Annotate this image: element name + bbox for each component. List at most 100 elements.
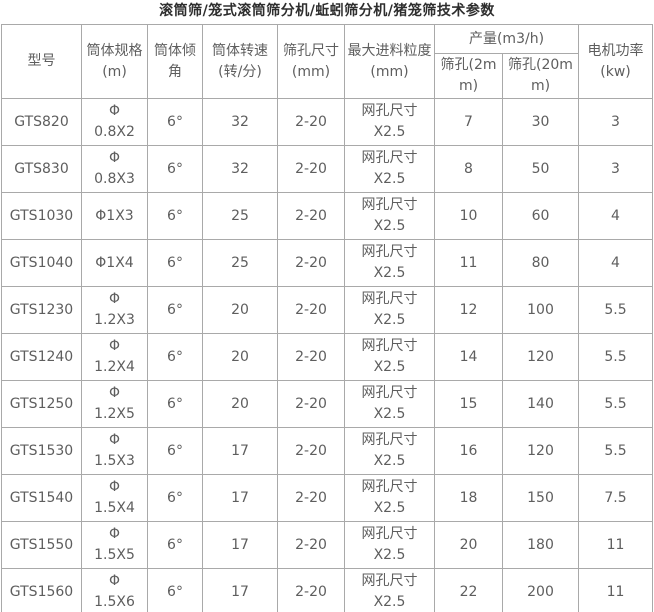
cell-speed: 17 xyxy=(202,474,278,522)
cell-speed: 32 xyxy=(202,145,278,193)
cell-feed: 网孔尺寸 X2.5 xyxy=(344,239,435,287)
cell-spec: Φ 0.8X3 xyxy=(81,145,148,193)
cell-incline: 6° xyxy=(147,333,203,381)
col-header-hole: 筛孔尺寸(mm) xyxy=(277,24,345,99)
col-header-feed: 最大进料粒度(mm) xyxy=(344,24,435,99)
cell-model: GTS830 xyxy=(1,145,82,193)
cell-feed: 网孔尺寸 X2.5 xyxy=(344,333,435,381)
cell-power: 5.5 xyxy=(578,380,653,428)
header-row-1: 型号 筒体规格(m) 筒体倾角 筒体转速(转/分) 筛孔尺寸(mm) 最大进料粒… xyxy=(1,24,653,99)
cell-hole: 2-20 xyxy=(277,239,345,287)
cell-out20: 150 xyxy=(502,474,579,522)
cell-power: 4 xyxy=(578,239,653,287)
col-header-power: 电机功率(kw) xyxy=(578,24,653,99)
cell-feed: 网孔尺寸 X2.5 xyxy=(344,98,435,146)
cell-incline: 6° xyxy=(147,239,203,287)
cell-speed: 20 xyxy=(202,380,278,428)
cell-incline: 6° xyxy=(147,474,203,522)
table-row: GTS1540 Φ 1.5X4 6° 17 2-20 网孔尺寸 X2.5 18 150 7.5 xyxy=(1,474,653,522)
table-row: GTS1250 Φ 1.2X5 6° 20 2-20 网孔尺寸 X2.5 15 140 5.5 xyxy=(1,380,653,428)
cell-model: GTS1230 xyxy=(1,286,82,334)
table-row: GTS1560 Φ 1.5X6 6° 17 2-20 网孔尺寸 X2.5 22 200 11 xyxy=(1,568,653,612)
header-row-2: 筛孔(2mm) 筛孔(20mm) xyxy=(2,53,653,99)
cell-spec: Φ 1.2X5 xyxy=(81,380,148,428)
cell-hole: 2-20 xyxy=(277,145,345,193)
spec-table: 型号 筒体规格(m) 筒体倾角 筒体转速(转/分) 筛孔尺寸(mm) 最大进料粒… xyxy=(1,24,653,612)
cell-speed: 20 xyxy=(202,333,278,381)
cell-model: GTS1540 xyxy=(1,474,82,522)
cell-out2: 14 xyxy=(434,333,503,381)
cell-out20: 120 xyxy=(502,333,579,381)
cell-feed: 网孔尺寸 X2.5 xyxy=(344,145,435,193)
cell-out20: 50 xyxy=(502,145,579,193)
cell-spec: Φ 1.5X4 xyxy=(81,474,148,522)
table-row: GTS1550 Φ 1.5X5 6° 17 2-20 网孔尺寸 X2.5 20 180 11 xyxy=(1,521,653,569)
cell-speed: 25 xyxy=(202,239,278,287)
table-header: 型号 筒体规格(m) 筒体倾角 筒体转速(转/分) 筛孔尺寸(mm) 最大进料粒… xyxy=(1,24,653,99)
cell-spec: Φ 0.8X2 xyxy=(81,98,148,146)
col-header-speed: 筒体转速(转/分) xyxy=(202,24,278,99)
cell-out20: 200 xyxy=(502,568,579,612)
cell-spec: Φ 1.2X3 xyxy=(81,286,148,334)
cell-feed: 网孔尺寸 X2.5 xyxy=(344,474,435,522)
cell-hole: 2-20 xyxy=(277,521,345,569)
cell-out2: 12 xyxy=(434,286,503,334)
cell-speed: 17 xyxy=(202,521,278,569)
cell-incline: 6° xyxy=(147,192,203,240)
cell-power: 5.5 xyxy=(578,427,653,475)
cell-spec: Φ 1.2X4 xyxy=(81,333,148,381)
cell-power: 11 xyxy=(578,521,653,569)
cell-out20: 140 xyxy=(502,380,579,428)
cell-model: GTS1240 xyxy=(1,333,82,381)
cell-out2: 11 xyxy=(434,239,503,287)
cell-hole: 2-20 xyxy=(277,568,345,612)
cell-speed: 17 xyxy=(202,568,278,612)
cell-power: 4 xyxy=(578,192,653,240)
cell-out20: 80 xyxy=(502,239,579,287)
cell-spec: Φ1X4 xyxy=(81,239,148,287)
cell-feed: 网孔尺寸 X2.5 xyxy=(344,286,435,334)
cell-hole: 2-20 xyxy=(277,192,345,240)
cell-incline: 6° xyxy=(147,286,203,334)
col-header-output-20mm: 筛孔(20mm) xyxy=(502,53,579,99)
cell-speed: 17 xyxy=(202,427,278,475)
table-row: GTS830 Φ 0.8X3 6° 32 2-20 网孔尺寸 X2.5 8 50 3 xyxy=(1,145,653,193)
cell-incline: 6° xyxy=(147,98,203,146)
cell-model: GTS1040 xyxy=(1,239,82,287)
cell-hole: 2-20 xyxy=(277,380,345,428)
cell-hole: 2-20 xyxy=(277,286,345,334)
cell-model: GTS1530 xyxy=(1,427,82,475)
col-header-incline: 筒体倾角 xyxy=(147,24,203,99)
cell-out20: 60 xyxy=(502,192,579,240)
cell-hole: 2-20 xyxy=(277,474,345,522)
table-row: GTS820 Φ 0.8X2 6° 32 2-20 网孔尺寸 X2.5 7 30 3 xyxy=(1,98,653,146)
cell-incline: 6° xyxy=(147,568,203,612)
cell-out2: 20 xyxy=(434,521,503,569)
cell-power: 3 xyxy=(578,98,653,146)
cell-power: 7.5 xyxy=(578,474,653,522)
table-row: GTS1240 Φ 1.2X4 6° 20 2-20 网孔尺寸 X2.5 14 120 5.5 xyxy=(1,333,653,381)
cell-out2: 15 xyxy=(434,380,503,428)
cell-incline: 6° xyxy=(147,380,203,428)
col-header-spec: 筒体规格(m) xyxy=(81,24,148,99)
cell-spec: Φ 1.5X3 xyxy=(81,427,148,475)
cell-out20: 180 xyxy=(502,521,579,569)
table-row: GTS1230 Φ 1.2X3 6° 20 2-20 网孔尺寸 X2.5 12 100 5.5 xyxy=(1,286,653,334)
cell-out2: 22 xyxy=(434,568,503,612)
cell-model: GTS1550 xyxy=(1,521,82,569)
table-row: GTS1030 Φ1X3 6° 25 2-20 网孔尺寸 X2.5 10 60 4 xyxy=(1,192,653,240)
cell-incline: 6° xyxy=(147,145,203,193)
cell-incline: 6° xyxy=(147,521,203,569)
cell-spec: Φ1X3 xyxy=(81,192,148,240)
cell-model: GTS1030 xyxy=(1,192,82,240)
cell-out20: 120 xyxy=(502,427,579,475)
col-header-output-2mm: 筛孔(2mm) xyxy=(434,53,503,99)
cell-speed: 20 xyxy=(202,286,278,334)
cell-model: GTS1560 xyxy=(1,568,82,612)
cell-power: 5.5 xyxy=(578,286,653,334)
cell-out20: 100 xyxy=(502,286,579,334)
page-title: 滚筒筛/笼式滚筒筛分机/蚯蚓筛分机/猪笼筛技术参数 xyxy=(159,3,495,19)
cell-power: 3 xyxy=(578,145,653,193)
table-row: GTS1040 Φ1X4 6° 25 2-20 网孔尺寸 X2.5 11 80 4 xyxy=(1,239,653,287)
